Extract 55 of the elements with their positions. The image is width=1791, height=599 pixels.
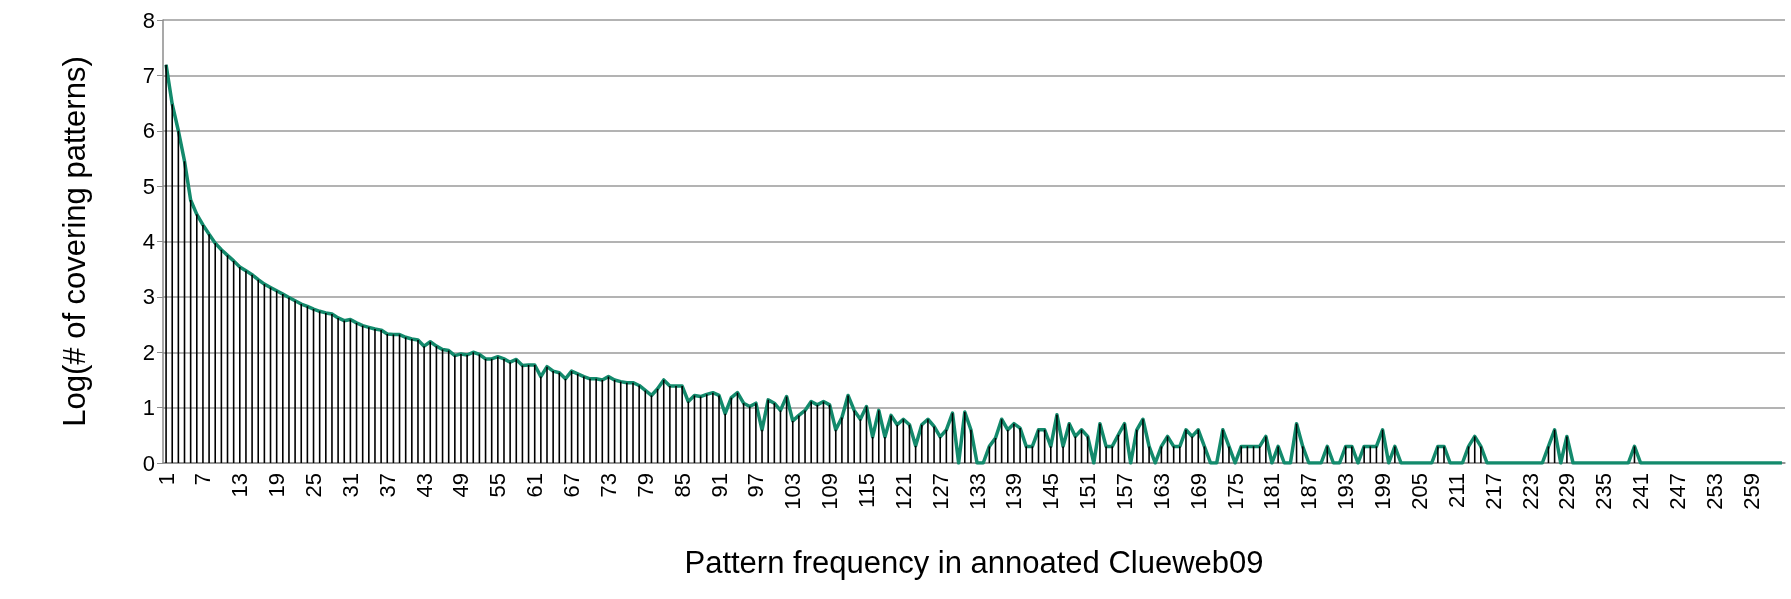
x-tick-label: 115 [853, 473, 879, 509]
x-tick-label: 223 [1517, 473, 1543, 510]
x-tick-label: 103 [780, 473, 806, 510]
x-tick-label: 73 [595, 473, 621, 498]
x-tick-label: 241 [1628, 473, 1654, 510]
x-tick-label: 211 [1443, 473, 1469, 509]
x-tick-label: 151 [1075, 473, 1101, 510]
y-tick-label: 2 [142, 339, 155, 365]
x-tick-label: 121 [890, 473, 916, 510]
x-tick-label: 133 [964, 473, 990, 510]
x-tick-label: 61 [522, 473, 548, 498]
y-tick-label: 1 [142, 395, 155, 421]
x-tick-label: 145 [1038, 473, 1064, 510]
y-tick-label: 5 [142, 173, 155, 199]
x-tick-label: 13 [227, 473, 253, 498]
x-tick-label: 37 [374, 473, 400, 498]
x-tick-label: 139 [1001, 473, 1027, 510]
x-tick-label: 67 [559, 473, 585, 498]
x-tick-label: 205 [1406, 473, 1432, 510]
y-tick-label: 7 [142, 62, 155, 88]
x-tick-label: 55 [485, 473, 511, 498]
y-tick-label: 3 [142, 284, 155, 310]
x-tick-label: 49 [448, 473, 474, 498]
y-tick-label: 6 [142, 118, 155, 144]
x-tick-label: 127 [927, 473, 953, 510]
y-tick-label: 0 [142, 450, 155, 476]
x-axis-title: Pattern frequency in annoated Clueweb09 [684, 545, 1264, 580]
x-tick-label: 229 [1554, 473, 1580, 510]
x-tick-label: 181 [1259, 473, 1285, 510]
x-tick-label: 253 [1701, 473, 1727, 510]
x-tick-label: 25 [301, 473, 327, 498]
x-tick-label: 169 [1185, 473, 1211, 510]
x-tick-label: 31 [337, 473, 363, 498]
x-tick-label: 193 [1333, 473, 1359, 510]
x-tick-label: 157 [1112, 473, 1138, 510]
x-tick-label: 163 [1148, 473, 1174, 510]
y-axis-title: Log(# of covering patterns) [56, 56, 92, 427]
x-tick-label: 19 [264, 473, 290, 498]
x-tick-label: 217 [1480, 473, 1506, 510]
x-tick-label: 85 [669, 473, 695, 498]
x-tick-label: 97 [743, 473, 769, 498]
x-tick-label: 247 [1664, 473, 1690, 510]
x-tick-label: 1 [153, 473, 179, 486]
y-tick-label: 8 [142, 7, 155, 33]
x-tick-label: 91 [706, 473, 732, 498]
x-tick-label: 235 [1591, 473, 1617, 510]
x-tick-label: 7 [190, 473, 216, 486]
x-tick-label: 109 [817, 473, 843, 510]
y-tick-label: 4 [142, 229, 155, 254]
x-tick-label: 43 [411, 473, 437, 498]
x-tick-label: 187 [1296, 473, 1322, 510]
x-tick-label: 175 [1222, 473, 1248, 510]
x-tick-label: 259 [1738, 473, 1764, 510]
x-tick-label: 79 [632, 473, 658, 498]
x-tick-label: 199 [1370, 473, 1396, 510]
